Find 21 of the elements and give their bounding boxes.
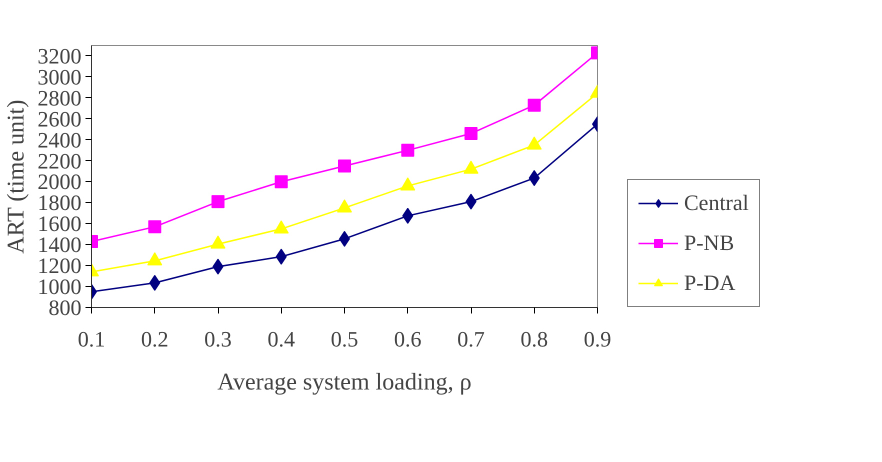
x-tick-label: 0.8 xyxy=(520,326,548,352)
point xyxy=(338,160,351,173)
x-tick-label: 0.3 xyxy=(204,326,232,352)
legend-label: P-DA xyxy=(684,270,736,296)
x-tick-label: 0.4 xyxy=(268,326,295,352)
x-tick-label: 0.6 xyxy=(394,326,422,352)
y-axis-title: ART (time unit) xyxy=(4,100,30,254)
legend-label: Central xyxy=(684,190,749,216)
x-tick-label: 0.9 xyxy=(584,326,612,352)
x-axis-title: Average system loading, ρ xyxy=(217,370,472,396)
point xyxy=(464,127,478,140)
x-tick-label: 0.7 xyxy=(457,326,485,352)
x-tick-label: 0.1 xyxy=(78,326,106,352)
point xyxy=(212,195,224,208)
point xyxy=(528,98,541,112)
point xyxy=(274,175,288,188)
point xyxy=(148,220,162,234)
legend-label: P-NB xyxy=(684,230,734,256)
x-tick-label: 0.2 xyxy=(141,326,168,352)
point xyxy=(401,144,414,157)
x-tick-label: 0.5 xyxy=(330,326,358,352)
